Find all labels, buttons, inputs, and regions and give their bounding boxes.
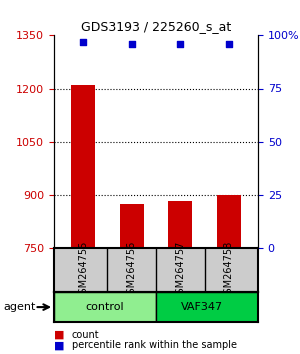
Point bbox=[129, 41, 134, 47]
Point bbox=[226, 41, 231, 47]
FancyBboxPatch shape bbox=[54, 292, 156, 322]
FancyBboxPatch shape bbox=[156, 292, 258, 322]
Bar bbox=[168, 201, 192, 248]
Bar bbox=[217, 195, 241, 248]
Text: control: control bbox=[86, 302, 124, 312]
Text: agent: agent bbox=[3, 302, 35, 312]
Title: GDS3193 / 225260_s_at: GDS3193 / 225260_s_at bbox=[81, 20, 231, 33]
Text: ■: ■ bbox=[54, 340, 64, 350]
Bar bbox=[120, 204, 144, 248]
Point bbox=[178, 41, 183, 47]
Text: GSM264758: GSM264758 bbox=[224, 240, 234, 299]
Text: GSM264756: GSM264756 bbox=[127, 240, 137, 299]
Text: ■: ■ bbox=[54, 330, 64, 339]
Bar bbox=[71, 85, 95, 248]
Text: GSM264757: GSM264757 bbox=[175, 240, 185, 299]
Text: VAF347: VAF347 bbox=[181, 302, 223, 312]
Text: percentile rank within the sample: percentile rank within the sample bbox=[72, 340, 237, 350]
Point bbox=[81, 39, 85, 45]
Text: GSM264755: GSM264755 bbox=[78, 240, 88, 299]
Text: count: count bbox=[72, 330, 100, 339]
